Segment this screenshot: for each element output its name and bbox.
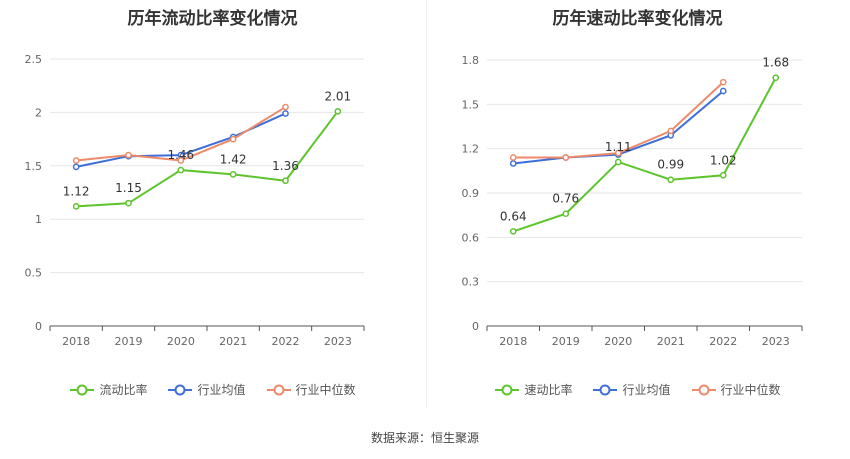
data-label: 1.02 <box>710 153 737 167</box>
x-tick-label: 2019 <box>115 335 143 348</box>
chart-title: 历年速动比率变化情况 <box>552 9 723 29</box>
data-point[interactable] <box>614 158 622 166</box>
data-point[interactable] <box>667 176 675 184</box>
legend-label: 行业中位数 <box>295 383 356 397</box>
x-tick-label: 2023 <box>324 335 352 348</box>
data-point[interactable] <box>509 228 517 235</box>
data-point[interactable] <box>177 166 185 174</box>
data-label: 1.12 <box>63 184 90 198</box>
chart-title: 历年流动比率变化情况 <box>127 9 298 29</box>
data-point[interactable] <box>334 107 342 115</box>
data-point[interactable] <box>719 87 727 95</box>
legend-marker-icon <box>691 384 716 395</box>
data-point[interactable] <box>72 163 80 171</box>
data-label: 1.11 <box>605 140 632 154</box>
y-tick-label: 1 <box>35 213 42 226</box>
data-point[interactable] <box>282 110 289 117</box>
data-label: 1.42 <box>220 152 247 166</box>
legend-item[interactable]: 行业中位数 <box>266 381 356 398</box>
x-tick-label: 2020 <box>167 335 195 348</box>
x-tick-label: 2022 <box>272 335 300 348</box>
legend-marker-icon <box>593 384 618 395</box>
legend-item[interactable]: 行业均值 <box>592 381 671 398</box>
x-tick-label: 2022 <box>709 335 737 348</box>
data-label: 1.68 <box>762 56 789 70</box>
data-source-note: 数据来源：恒生聚源 <box>370 431 479 445</box>
quick-ratio-chart: 历年速动比率变化情况 0 0.3 0.6 0.9 1.2 1.5 1.8 2018 2019 20… <box>425 0 850 459</box>
y-tick-label: 0.6 <box>462 231 480 244</box>
x-tick-label: 2018 <box>499 335 527 348</box>
y-tick-label: 1.2 <box>462 143 480 156</box>
x-tick-label: 2018 <box>62 335 90 348</box>
legend-marker-icon <box>70 384 95 395</box>
data-point[interactable] <box>719 78 727 86</box>
x-tick-label: 2019 <box>552 335 580 348</box>
data-point[interactable] <box>229 135 237 143</box>
data-label: 0.76 <box>552 192 579 206</box>
data-point[interactable] <box>562 210 570 218</box>
x-tick-label: 2023 <box>762 335 790 348</box>
data-label: 0.64 <box>500 209 527 223</box>
legend-item[interactable]: 行业中位数 <box>691 381 781 398</box>
data-point[interactable] <box>72 203 80 210</box>
current-ratio-plot: 0 0.5 1 1.5 2 2.5 2018 2019 2020 2021 2022 2023 1.12… <box>25 53 365 348</box>
data-point[interactable] <box>282 177 289 185</box>
legend-label: 行业均值 <box>197 383 246 397</box>
x-tick-label: 2021 <box>657 335 685 348</box>
legend-label: 流动比率 <box>99 383 148 397</box>
y-tick-label: 1.5 <box>462 98 480 111</box>
data-label: 0.99 <box>657 158 684 172</box>
y-tick-label: 0.5 <box>25 267 43 280</box>
y-tick-label: 0.9 <box>462 187 480 200</box>
legend-label: 行业均值 <box>622 383 671 397</box>
data-point[interactable] <box>72 157 80 164</box>
chart-legend: 流动比率 行业均值 行业中位数 <box>0 381 425 398</box>
y-tick-label: 1.8 <box>462 54 480 67</box>
series-line <box>512 77 777 233</box>
legend-marker-icon <box>168 384 193 395</box>
data-point[interactable] <box>177 157 185 164</box>
x-tick-label: 2020 <box>604 335 632 348</box>
data-point[interactable] <box>667 127 675 135</box>
legend-item[interactable]: 流动比率 <box>69 381 147 398</box>
data-point[interactable] <box>509 154 517 161</box>
data-label: 1.36 <box>272 159 299 173</box>
legend-label: 速动比率 <box>524 383 573 397</box>
y-tick-label: 2 <box>35 106 42 119</box>
current-ratio-chart: 历年流动比率变化情况 0 0.5 1 1.5 2 2.5 2018 2019 2020 2021 2… <box>0 9 425 398</box>
y-tick-label: 0.3 <box>462 276 480 289</box>
data-point[interactable] <box>614 149 622 157</box>
data-point[interactable] <box>719 171 727 179</box>
x-tick-label: 2021 <box>219 335 247 348</box>
legend-item[interactable]: 行业均值 <box>167 381 246 398</box>
y-tick-label: 1.5 <box>25 160 43 173</box>
data-label: 1.46 <box>167 148 194 162</box>
data-point[interactable] <box>125 151 132 159</box>
data-point[interactable] <box>229 170 237 178</box>
data-label: 2.01 <box>324 89 351 103</box>
y-tick-label: 2.5 <box>25 53 43 66</box>
legend-item[interactable]: 速动比率 <box>494 381 572 398</box>
legend-marker-icon <box>266 384 291 395</box>
data-point[interactable] <box>509 160 517 167</box>
quick-ratio-plot: 0 0.3 0.6 0.9 1.2 1.5 1.8 2018 2019 2020 2021 2022 2… <box>462 54 803 348</box>
panel-divider <box>426 0 427 408</box>
chart-legend: 速动比率 行业均值 行业中位数 <box>425 381 850 398</box>
data-point[interactable] <box>562 154 570 161</box>
legend-marker-icon <box>495 384 520 395</box>
y-tick-label: 0 <box>472 320 479 333</box>
legend-label: 行业中位数 <box>720 383 781 397</box>
data-point[interactable] <box>282 103 289 111</box>
data-point[interactable] <box>772 74 780 82</box>
data-point[interactable] <box>125 199 132 207</box>
y-tick-label: 0 <box>35 320 42 333</box>
series-line <box>76 110 339 208</box>
data-label: 1.15 <box>115 181 142 195</box>
